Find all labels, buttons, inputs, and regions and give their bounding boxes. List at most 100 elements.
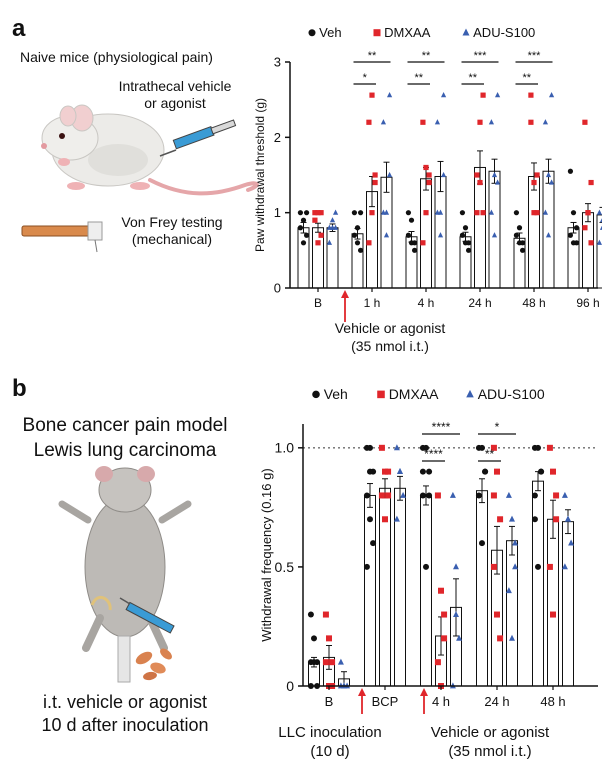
x-tick-label: 1 h [364,296,381,310]
bar-adu-s100-96 h [596,214,602,289]
treatment-arrow-head [420,688,428,696]
data-point-dmxaa [369,210,375,216]
data-point-veh [423,563,429,570]
bar-adu-s100-B [326,227,339,289]
data-point-adu-s100 [326,224,333,230]
legend-label-adu-s100: ADU-S100 [478,386,545,402]
significance-stars-upper: *** [474,50,488,62]
data-point-dmxaa [441,611,448,618]
panel-a-title: Naive mice (physiological pain) [20,49,213,65]
data-point-adu-s100 [596,209,602,215]
data-point-adu-s100 [400,491,407,498]
data-point-adu-s100 [453,610,459,617]
data-point-dmxaa [528,92,534,98]
data-point-adu-s100 [505,491,512,498]
data-point-dmxaa [318,210,324,216]
data-point-dmxaa [528,119,534,125]
bar-dmxaa-48 h [528,176,540,289]
significance-stars-upper: **** [432,420,451,434]
panel-a-vehicle-line2: (35 nmol i.t.) [351,338,429,354]
data-point-adu-s100 [440,92,447,98]
legend-marker-dmxaa [373,29,381,37]
x-tick-label: 48 h [522,296,545,310]
data-point-dmxaa [585,210,591,216]
data-point-dmxaa [534,210,540,216]
data-point-veh [311,659,317,666]
data-point-adu-s100 [383,232,390,238]
y-tick-label: 2 [274,130,281,145]
data-point-adu-s100 [545,232,552,238]
data-point-dmxaa [372,179,378,186]
significance-stars-lower: * [363,72,368,84]
data-point-adu-s100 [453,563,459,570]
x-tick-label: B [325,694,334,709]
data-point-veh [411,240,418,246]
data-point-veh [297,225,304,231]
data-point-veh [354,225,361,231]
data-point-veh [426,492,433,499]
data-point-dmxaa [385,468,392,475]
x-tick-label: B [314,296,322,310]
data-point-veh [419,468,426,475]
x-tick-label: 24 h [468,296,491,310]
panel-a-injection-line2: or agonist [144,95,206,111]
significance-stars-upper: *** [528,50,542,62]
data-point-veh [367,468,373,475]
data-point-dmxaa [588,240,594,246]
panel-b-llc-line1: LLC inoculation [278,724,381,741]
data-point-veh [419,492,426,499]
bar-dmxaa-96 h [582,212,594,289]
data-point-veh [405,210,412,216]
data-point-veh [475,492,482,499]
data-point-dmxaa [531,179,537,186]
data-point-adu-s100 [337,658,344,665]
data-point-adu-s100 [545,171,552,178]
bar-adu-s100-24 h [506,540,518,687]
data-point-veh [538,468,545,475]
data-point-dmxaa [318,232,324,238]
bar-dmxaa-24 h [474,166,486,289]
data-point-dmxaa [474,172,480,178]
data-point-veh [535,444,541,451]
significance-stars-lower: ** [414,72,423,84]
mouse-illustration [41,104,259,196]
data-point-adu-s100 [393,444,400,451]
bar-dmxaa-4 h [420,178,432,289]
significance-stars-upper: ** [368,50,377,62]
von-frey-filament-icon [21,221,103,253]
data-point-adu-s100 [561,563,568,570]
data-point-dmxaa [553,492,560,499]
data-point-adu-s100 [568,539,575,546]
data-point-veh [303,232,310,238]
data-point-veh [370,540,377,547]
data-point-veh [570,240,577,246]
data-point-veh [408,217,415,223]
data-point-adu-s100 [561,491,568,498]
data-point-veh [519,247,526,253]
panel-a-injection-line1: Intrathecal vehicle [119,78,232,94]
data-point-dmxaa [588,179,594,186]
data-point-adu-s100 [397,468,403,475]
legend-marker-adu-s100 [466,389,474,398]
bar-veh-24 h [476,490,488,687]
data-point-adu-s100 [565,515,571,522]
data-point-veh [367,444,373,451]
y-tick-label: 0 [286,678,294,694]
data-point-veh [462,225,469,231]
data-point-dmxaa [550,468,556,475]
data-point-adu-s100 [440,171,447,178]
data-point-dmxaa [441,635,448,642]
significance-stars-upper: * [495,420,500,434]
data-point-veh [411,247,418,253]
bar-dmxaa-48 h [547,518,559,687]
data-point-veh [367,516,373,523]
data-point-dmxaa [378,444,385,451]
panel-a-letter: a [12,15,26,42]
data-point-adu-s100 [437,209,444,215]
data-point-dmxaa [426,179,432,186]
data-point-veh [423,444,429,451]
data-point-veh [535,563,541,570]
data-point-dmxaa [369,92,375,98]
